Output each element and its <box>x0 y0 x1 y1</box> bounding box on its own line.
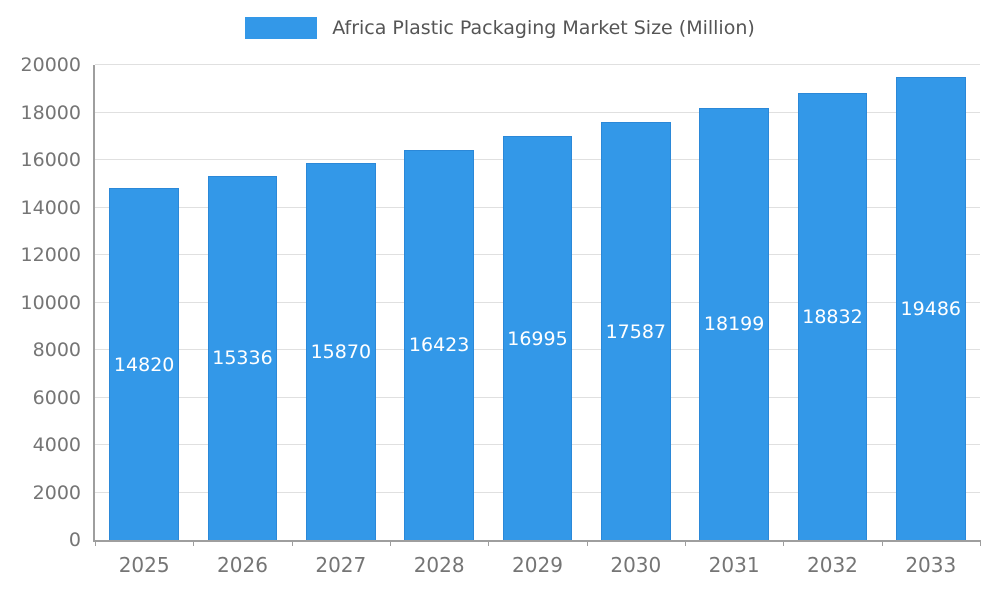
x-axis-tick-label: 2029 <box>512 553 563 577</box>
legend-label: Africa Plastic Packaging Market Size (Mi… <box>332 17 755 39</box>
x-axis-tick <box>684 540 686 546</box>
x-axis-tick <box>881 540 883 546</box>
bar-slot: 16423 <box>390 65 488 540</box>
bar-value-label: 17587 <box>605 320 667 343</box>
bar: 17587 <box>600 122 671 540</box>
plot-area: 0 2000 4000 6000 8000 10000 12000 14000 16000 180… <box>21 54 981 577</box>
bar-slot: 19486 <box>882 65 980 540</box>
bar-value-label: 19486 <box>900 298 962 321</box>
x-axis-labels: 2025 2026 2027 2028 2029 2030 2031 2032 2033 <box>95 553 980 577</box>
x-axis-tick-label: 2031 <box>708 553 760 577</box>
y-axis-tick-label: 18000 <box>20 101 81 124</box>
x-axis-tick <box>291 540 293 546</box>
x-axis-tick <box>586 540 588 546</box>
bar-slot: 17587 <box>587 65 685 540</box>
bar: 19486 <box>895 77 966 540</box>
y-axis-tick-label: 8000 <box>32 339 81 361</box>
x-axis-tick <box>783 540 785 546</box>
y-axis-tick-label: 16000 <box>20 149 81 171</box>
bar-slot: 15870 <box>292 65 390 540</box>
bars-layer: 14820 15336 15870 16423 16995 17587 18199 18832… <box>95 65 980 540</box>
y-axis-line <box>93 65 95 540</box>
y-axis-tick-label: 2000 <box>32 481 81 504</box>
x-axis-tick-label: 2026 <box>217 553 268 577</box>
bar-value-label: 15336 <box>212 347 273 370</box>
y-axis-tick-label: 4000 <box>32 434 81 456</box>
y-axis-tick-label: 10000 <box>20 291 81 314</box>
x-axis-tick-label: 2027 <box>315 553 367 577</box>
bar-value-label: 18199 <box>703 313 765 336</box>
x-axis-line <box>93 540 980 542</box>
bar-value-label: 14820 <box>113 353 175 376</box>
bar: 18832 <box>797 92 868 540</box>
bar: 15870 <box>305 163 376 540</box>
bar: 18199 <box>699 107 770 540</box>
x-axis-tick-label: 2025 <box>118 553 170 577</box>
x-axis-tick-label: 2033 <box>905 553 957 577</box>
bar-value-label: 16423 <box>408 334 470 357</box>
y-axis-tick-label: 6000 <box>32 386 81 409</box>
y-axis-tick-label: 20000 <box>20 54 81 76</box>
legend-swatch-icon <box>245 17 318 39</box>
bar: 14820 <box>109 188 180 540</box>
x-axis-tick-label: 2032 <box>807 553 858 577</box>
bar-value-label: 18832 <box>802 305 863 328</box>
bar: 16995 <box>502 136 573 540</box>
bar-slot: 18199 <box>685 65 783 540</box>
x-axis-tick <box>193 540 195 546</box>
x-axis-tick <box>980 540 981 546</box>
x-axis-tick <box>95 540 96 546</box>
y-axis-tick-label: 12000 <box>20 244 81 266</box>
bar: 16423 <box>404 149 475 540</box>
bar-slot: 14820 <box>95 65 193 540</box>
x-axis-tick <box>488 540 490 546</box>
bar-value-label: 16995 <box>507 327 568 350</box>
x-axis-tick <box>389 540 391 546</box>
bar-slot: 16995 <box>488 65 586 540</box>
x-axis-tick-label: 2030 <box>610 553 662 577</box>
chart-legend[interactable]: Africa Plastic Packaging Market Size (Mi… <box>0 17 1000 39</box>
gridline <box>95 111 980 113</box>
y-axis-tick-label: 0 <box>68 529 81 551</box>
bar-slot: 15336 <box>193 65 291 540</box>
bar-value-label: 15870 <box>310 341 372 364</box>
x-axis-tick-label: 2028 <box>413 553 465 577</box>
y-axis-tick-label: 14000 <box>20 196 81 219</box>
bar: 15336 <box>207 175 278 540</box>
bar-slot: 18832 <box>783 65 881 540</box>
gridline <box>95 64 980 65</box>
